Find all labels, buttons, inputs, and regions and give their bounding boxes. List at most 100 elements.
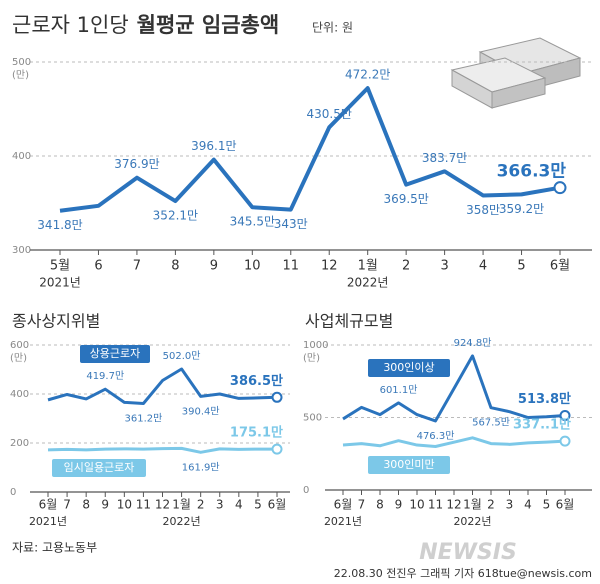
value-label: 419.7만 xyxy=(86,370,124,382)
value-label: 472.2만 xyxy=(345,68,390,82)
series-line xyxy=(47,367,278,406)
logo: NEWSIS xyxy=(419,540,517,565)
x-tick-label: 7 xyxy=(358,498,366,512)
x-tick-label: 3 xyxy=(506,498,514,512)
x-year-label: 2021년 xyxy=(39,276,81,290)
money-icon xyxy=(450,37,582,109)
subchart-title: 종사상지위별 xyxy=(12,312,100,331)
x-tick-label: 12 xyxy=(321,259,338,274)
series-label: 상용근로자 xyxy=(90,347,141,360)
y-tick-label: 500 xyxy=(12,57,31,68)
x-tick-label: 6월 xyxy=(556,498,575,512)
x-tick-label: 5 xyxy=(254,498,262,512)
value-label: 337..1만 xyxy=(513,417,571,433)
series-label-box xyxy=(368,359,450,377)
title-light: 근로자 1인당 xyxy=(12,13,129,37)
series-line xyxy=(59,86,561,213)
chart-title: 근로자 1인당 월평균 임금총액 xyxy=(12,13,279,37)
y-unit-label: (만) xyxy=(10,352,27,364)
x-tick-label: 9 xyxy=(101,498,109,512)
end-point xyxy=(553,181,567,195)
end-point xyxy=(271,391,283,403)
value-label: 396.1만 xyxy=(191,139,236,153)
series-label: 임시일용근로자 xyxy=(64,460,135,474)
value-label: 366.3만 xyxy=(497,162,567,182)
x-tick-label: 6월 xyxy=(268,498,287,512)
end-point xyxy=(559,409,571,421)
x-tick-label: 6월 xyxy=(334,498,353,512)
value-label: 390.4만 xyxy=(182,405,220,417)
value-label: 376.9만 xyxy=(114,157,159,171)
x-tick-label: 8 xyxy=(376,498,384,512)
value-label: 386.5만 xyxy=(230,373,283,389)
x-tick-label: 5 xyxy=(517,259,525,274)
y-tick-label: 300 xyxy=(12,245,31,256)
x-tick-label: 8 xyxy=(82,498,90,512)
y-tick-label: 0 xyxy=(10,487,16,498)
y-tick-label: 200 xyxy=(10,438,29,449)
x-tick-label: 3 xyxy=(440,259,448,274)
value-label: 601.1만 xyxy=(380,384,418,396)
value-label: 924.8만 xyxy=(454,337,492,349)
x-tick-label: 10 xyxy=(117,498,132,512)
x-tick-label: 6월 xyxy=(39,498,58,512)
end-point xyxy=(559,435,571,447)
value-label: 513.8만 xyxy=(518,391,571,407)
x-tick-label: 2 xyxy=(487,498,495,512)
title-bold: 월평균 임금총액 xyxy=(137,13,280,37)
x-year-label: 2021년 xyxy=(29,515,67,528)
x-tick-label: 2 xyxy=(402,259,410,274)
source: 자료: 고용노동부 xyxy=(12,541,97,555)
x-tick-label: 7 xyxy=(133,259,141,274)
value-label: 476.3만 xyxy=(417,430,455,442)
x-tick-label: 12 xyxy=(155,498,170,512)
x-tick-label: 10 xyxy=(244,259,261,274)
series-line xyxy=(342,354,566,423)
series-label: 300인이상 xyxy=(383,361,434,374)
series-label: 300인미만 xyxy=(383,458,434,471)
x-tick-label: 11 xyxy=(282,259,299,274)
value-label: 383.7만 xyxy=(422,151,467,165)
x-tick-label: 8 xyxy=(171,259,179,274)
x-tick-label: 12 xyxy=(446,498,461,512)
x-tick-label: 11 xyxy=(136,498,151,512)
value-label: 341.8만 xyxy=(37,218,82,232)
x-tick-label: 4 xyxy=(524,498,532,512)
x-tick-label: 4 xyxy=(479,259,487,274)
series-line xyxy=(47,446,278,454)
x-tick-label: 1월 xyxy=(172,498,191,512)
series-line xyxy=(342,436,566,448)
x-year-label: 2022년 xyxy=(163,515,201,528)
x-tick-label: 9 xyxy=(395,498,403,512)
value-label: 343만 xyxy=(274,217,308,231)
x-tick-label: 7 xyxy=(63,498,71,512)
end-point xyxy=(271,443,283,455)
value-label: 358만 xyxy=(466,203,500,217)
x-tick-label: 5 xyxy=(543,498,551,512)
y-tick-label: 500 xyxy=(303,413,322,424)
value-label: 430.5만 xyxy=(307,107,352,121)
y-tick-label: 600 xyxy=(10,340,29,351)
x-tick-label: 3 xyxy=(216,498,224,512)
x-year-label: 2021년 xyxy=(324,515,362,528)
subchart-title: 사업체규모별 xyxy=(305,312,393,331)
x-tick-label: 6 xyxy=(94,259,102,274)
value-label: 567.5만 xyxy=(472,417,510,429)
x-tick-label: 5월 xyxy=(50,259,70,274)
series-label-box xyxy=(80,345,150,363)
x-tick-label: 1월 xyxy=(463,498,482,512)
x-tick-label: 10 xyxy=(409,498,424,512)
value-label: 359.2만 xyxy=(499,202,544,216)
x-tick-label: 2 xyxy=(197,498,205,512)
value-label: 369.5만 xyxy=(383,192,428,206)
value-label: 352.1만 xyxy=(153,209,198,223)
x-tick-label: 9 xyxy=(210,259,218,274)
x-tick-label: 4 xyxy=(235,498,243,512)
value-label: 345.5만 xyxy=(230,215,275,229)
x-tick-label: 1월 xyxy=(358,259,378,274)
x-year-label: 2022년 xyxy=(347,276,389,290)
credit: 22.08.30 전진우 그래픽 기자 618tue@newsis.com xyxy=(334,567,592,580)
x-tick-label: 11 xyxy=(428,498,443,512)
